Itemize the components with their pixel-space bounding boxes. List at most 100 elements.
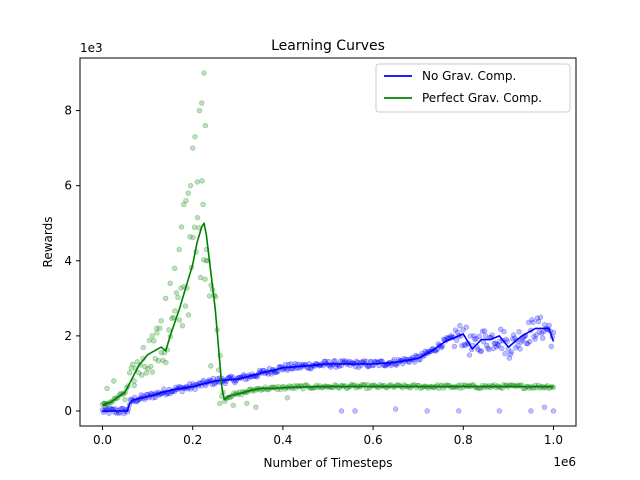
scatter-point-no-grav bbox=[163, 392, 169, 398]
outlier-point-perfect-grav bbox=[190, 145, 196, 151]
scatter-point-perfect-grav bbox=[206, 293, 213, 299]
legend: No Grav. Comp. Perfect Grav. Comp. bbox=[375, 63, 571, 113]
scatter-point-perfect-grav bbox=[128, 365, 134, 371]
outlier-point-perfect-grav bbox=[181, 201, 187, 208]
outlier-point-perfect-grav bbox=[196, 107, 203, 114]
scatter-point-no-grav bbox=[513, 345, 519, 351]
scatter-point-perfect-grav bbox=[131, 382, 137, 389]
scatter-point-no-grav bbox=[460, 327, 466, 333]
scatter-point-perfect-grav bbox=[169, 315, 175, 322]
scatter-point-no-grav bbox=[538, 330, 545, 336]
scatter-point-no-grav bbox=[413, 352, 419, 359]
scatter-point-perfect-grav bbox=[152, 356, 159, 362]
outlier-point-no-grav bbox=[392, 406, 399, 412]
scatter-point-perfect-grav bbox=[178, 285, 184, 291]
scatter-point-perfect-grav bbox=[134, 359, 140, 365]
scatter-point-no-grav bbox=[508, 349, 515, 355]
scatter-point-no-grav bbox=[519, 337, 525, 343]
outlier-point-perfect-grav bbox=[194, 179, 200, 185]
scatter-point-no-grav bbox=[510, 332, 517, 338]
plot-frame bbox=[79, 57, 577, 427]
scatter-point-no-grav bbox=[479, 328, 486, 335]
outlier-point-perfect-grav bbox=[178, 224, 185, 230]
x-tick-label: 0.0 bbox=[93, 433, 112, 447]
outlier-point-perfect-grav bbox=[187, 182, 194, 189]
outlier-point-perfect-grav bbox=[185, 190, 191, 196]
scatter-point-perfect-grav bbox=[166, 327, 172, 333]
x-offset-label: 1e6 bbox=[553, 455, 576, 469]
scatter-point-perfect-grav bbox=[173, 290, 180, 296]
y-tick-label: 2 bbox=[64, 329, 72, 343]
scatter-point-no-grav bbox=[179, 388, 185, 395]
outlier-point-no-grav bbox=[550, 408, 557, 414]
scatter-point-no-grav bbox=[493, 344, 500, 350]
scatter-point-perfect-grav bbox=[200, 257, 207, 263]
scatter-point-no-grav bbox=[454, 329, 461, 336]
scatter-point-no-grav bbox=[482, 333, 489, 339]
scatter-point-perfect-grav bbox=[130, 361, 136, 368]
outlier-point-no-grav bbox=[528, 408, 534, 414]
scatter-point-no-grav bbox=[477, 348, 483, 355]
outlier-point-perfect-grav bbox=[171, 265, 178, 271]
scatter-point-no-grav bbox=[192, 386, 198, 392]
scatter-point-no-grav bbox=[461, 341, 467, 348]
plot-area bbox=[99, 70, 557, 417]
scatter-point-no-grav bbox=[512, 335, 518, 341]
scatter-point-no-grav bbox=[535, 318, 542, 325]
scatter-point-no-grav bbox=[268, 371, 275, 377]
y-tick-label: 4 bbox=[64, 254, 72, 268]
outlier-point-no-grav bbox=[338, 408, 345, 414]
outlier-point-perfect-grav bbox=[176, 246, 182, 253]
scatter-point-perfect-grav bbox=[142, 363, 148, 370]
scatter-point-no-grav bbox=[546, 322, 552, 329]
scatter-point-no-grav bbox=[201, 377, 207, 384]
scatter-point-no-grav bbox=[527, 338, 533, 345]
scatter-point-no-grav bbox=[490, 345, 496, 352]
scatter-point-perfect-grav bbox=[190, 234, 196, 241]
scatter-point-perfect-grav bbox=[126, 370, 133, 376]
scatter-point-no-grav bbox=[539, 335, 546, 341]
outlier-point-perfect-grav bbox=[208, 363, 214, 369]
scatter-point-perfect-grav bbox=[197, 274, 204, 281]
scatter-point-no-grav bbox=[232, 379, 238, 386]
outlier-point-perfect-grav bbox=[284, 395, 291, 401]
x-axis-label: Number of Timesteps bbox=[264, 456, 393, 470]
y-tick-label: 8 bbox=[64, 104, 72, 118]
outlier-point-perfect-grav bbox=[201, 70, 207, 76]
chart-title: Learning Curves bbox=[271, 38, 385, 54]
scatter-point-no-grav bbox=[486, 346, 492, 353]
scatter-point-no-grav bbox=[472, 336, 478, 343]
scatter-point-no-grav bbox=[526, 319, 532, 326]
scatter-point-perfect-grav bbox=[145, 365, 151, 372]
scatter-point-no-grav bbox=[498, 326, 504, 333]
x-tick-label: 0.2 bbox=[183, 433, 202, 447]
scatter-point-no-grav bbox=[529, 317, 535, 323]
scatter-point-perfect-grav bbox=[187, 234, 193, 240]
scatter-point-no-grav bbox=[515, 342, 521, 349]
scatter-point-no-grav bbox=[517, 346, 523, 352]
scatter-point-no-grav bbox=[476, 333, 482, 340]
scatter-point-no-grav bbox=[495, 342, 502, 349]
outlier-point-perfect-grav bbox=[253, 404, 259, 410]
scatter-point-no-grav bbox=[462, 342, 468, 349]
scatter-point-no-grav bbox=[503, 336, 509, 343]
scatter-point-no-grav bbox=[492, 340, 499, 346]
outlier-point-perfect-grav bbox=[217, 400, 223, 407]
scatter-point-no-grav bbox=[533, 332, 539, 338]
scatter-point-no-grav bbox=[453, 337, 460, 343]
scatter-point-no-grav bbox=[451, 343, 458, 350]
scatter-point-perfect-grav bbox=[172, 308, 178, 314]
scatter-point-perfect-grav bbox=[154, 330, 160, 336]
scatter-point-perfect-grav bbox=[199, 178, 205, 184]
scatter-point-no-grav bbox=[341, 358, 348, 364]
outlier-point-perfect-grav bbox=[149, 333, 155, 339]
scatter-point-no-grav bbox=[501, 328, 507, 335]
series-lines bbox=[102, 222, 555, 412]
scatter-point-perfect-grav bbox=[194, 215, 201, 221]
scatter-point-perfect-grav bbox=[185, 312, 192, 318]
scatter-point-no-grav bbox=[484, 342, 490, 349]
scatter-point-perfect-grav bbox=[191, 224, 198, 230]
scatter-point-no-grav bbox=[481, 328, 488, 334]
x-tick-label: 0.6 bbox=[364, 433, 383, 447]
series-line-no-grav bbox=[102, 327, 555, 412]
